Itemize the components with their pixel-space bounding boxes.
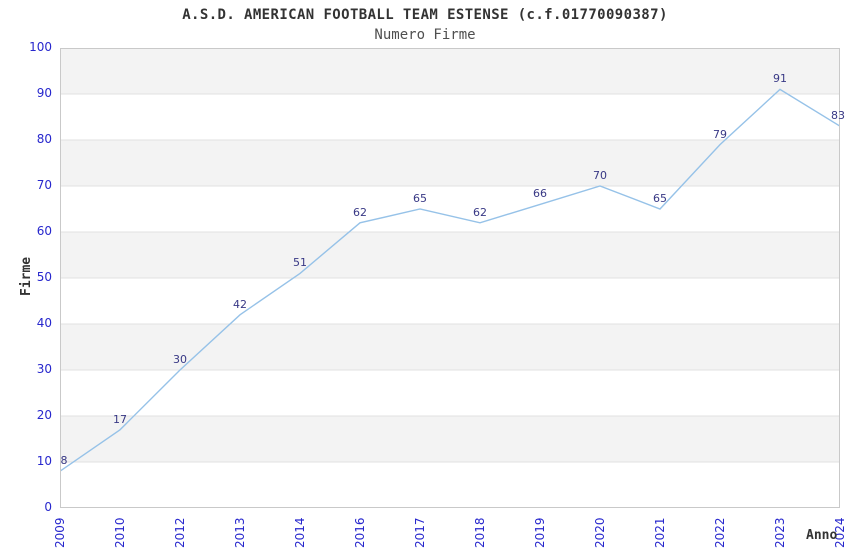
band: [60, 324, 840, 370]
data-point-label: 30: [173, 353, 187, 366]
y-tick-label: 10: [36, 454, 52, 468]
plot-canvas: [60, 48, 840, 508]
y-tick-label: 40: [36, 316, 52, 330]
x-tick-label: 2019: [533, 517, 547, 548]
y-tick-label: 20: [36, 408, 52, 422]
data-point-label: 66: [533, 187, 547, 201]
data-point-label: 62: [473, 205, 487, 219]
y-tick-label: 90: [36, 86, 52, 100]
series-line: [60, 88, 840, 472]
y-tick-label: 30: [36, 362, 52, 376]
data-point-label: 91: [773, 72, 787, 86]
x-tick-label: 2018: [473, 517, 487, 548]
data-point-label: 65: [413, 192, 427, 205]
x-tick-label: 2010: [113, 517, 127, 548]
y-tick-label: 60: [36, 224, 52, 238]
y-tick-label: 50: [36, 270, 52, 284]
x-tick-label: 2017: [413, 517, 427, 548]
chart-subtitle: Numero Firme: [374, 27, 476, 43]
plot-border: [60, 48, 840, 508]
data-point-label: 65: [653, 192, 667, 205]
x-axis-title: Anno: [806, 528, 838, 543]
x-tick-label: 2016: [353, 517, 367, 548]
band: [60, 140, 840, 186]
data-point-label: 8: [60, 454, 68, 468]
band: [60, 416, 840, 462]
x-tick-label: 2012: [173, 517, 187, 548]
data-point-label: 51: [293, 256, 307, 270]
y-tick-label: 100: [29, 40, 52, 54]
chart-title: A.S.D. AMERICAN FOOTBALL TEAM ESTENSE (c…: [182, 7, 668, 23]
data-point-label: 70: [593, 169, 607, 182]
data-point-label: 42: [233, 297, 247, 311]
x-tick-label: 2014: [293, 517, 307, 548]
x-tick-label: 2020: [593, 517, 607, 548]
x-tick-label: 2023: [773, 517, 787, 548]
y-tick-label: 70: [36, 178, 52, 192]
plot-area: [60, 48, 840, 508]
data-point-label: 17: [113, 412, 127, 426]
x-tick-label: 2021: [653, 517, 667, 548]
data-point-label: 83: [831, 109, 845, 123]
x-tick-label: 2009: [53, 517, 67, 548]
y-tick-label: 80: [36, 132, 52, 146]
data-point-label: 62: [353, 205, 367, 219]
data-point-label: 79: [713, 127, 727, 141]
x-tick-label: 2013: [233, 517, 247, 548]
x-tick-label: 2022: [713, 517, 727, 548]
y-tick-label: 0: [44, 500, 52, 514]
y-axis-title: Firme: [19, 256, 34, 296]
band: [60, 232, 840, 278]
band: [60, 48, 840, 94]
